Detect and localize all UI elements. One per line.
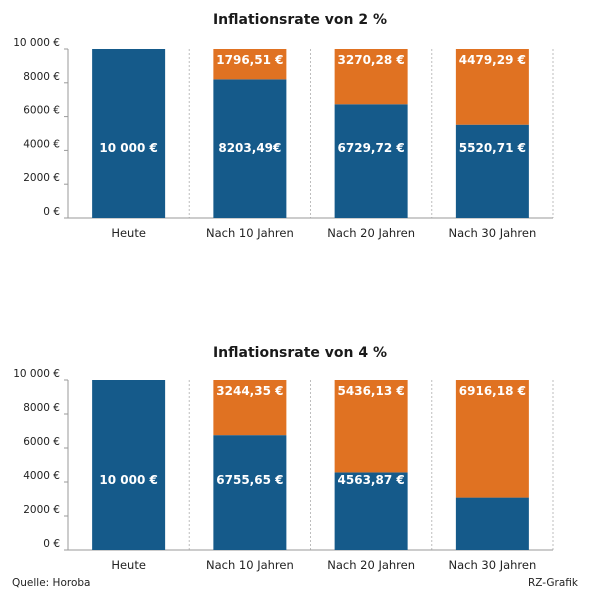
bar-label-real-value: 10 000 € <box>99 473 157 487</box>
bar-label-real-value: 6755,65 € <box>216 473 283 487</box>
bar-real-value <box>92 49 166 218</box>
x-tick-label: Nach 20 Jahren <box>327 226 415 240</box>
bar-inflation-loss <box>334 49 408 105</box>
x-tick-label: Nach 10 Jahren <box>206 558 294 572</box>
bar-label-inflation-loss: 3244,35 € <box>216 384 283 398</box>
chart-title: Inflationsrate von 4 % <box>213 345 387 361</box>
bar-label-real-value: 8203,49€ <box>218 141 281 155</box>
x-tick-label: Heute <box>111 558 146 572</box>
bar-label-inflation-loss: 4479,29 € <box>459 53 526 67</box>
bar-label-inflation-loss: 3270,28 € <box>338 53 405 67</box>
bar-label-real-value: 6729,72 € <box>338 141 405 155</box>
x-tick-label: Nach 20 Jahren <box>327 558 415 572</box>
bar-real-value <box>213 435 287 550</box>
x-tick-label: Nach 30 Jahren <box>448 558 536 572</box>
y-tick-label: 0 € <box>43 538 60 550</box>
y-tick-label: 8000 € <box>23 71 60 83</box>
graphic-credit: RZ-Grafik <box>527 577 578 589</box>
y-tick-label: 8000 € <box>23 402 60 414</box>
bar-real-value <box>213 79 287 218</box>
bar-inflation-loss <box>334 380 408 473</box>
bar-inflation-loss <box>213 49 287 80</box>
x-tick-label: Nach 10 Jahren <box>206 226 294 240</box>
source-note: Quelle: Horoba <box>12 577 91 589</box>
x-tick-label: Nach 30 Jahren <box>448 226 536 240</box>
y-tick-label: 0 € <box>43 206 60 218</box>
y-tick-label: 10 000 € <box>13 368 60 380</box>
bar-label-inflation-loss: 6916,18 € <box>459 384 526 398</box>
bar-real-value <box>455 124 529 218</box>
y-tick-label: 2000 € <box>23 172 60 184</box>
bar-inflation-loss <box>213 380 287 436</box>
bar-label-inflation-loss: 5436,13 € <box>338 384 405 398</box>
bar-label-real-value: 10 000 € <box>99 141 157 155</box>
bar-real-value <box>92 380 166 550</box>
y-tick-label: 10 000 € <box>13 37 60 49</box>
bar-inflation-loss <box>455 380 529 498</box>
bar-inflation-loss <box>455 49 529 125</box>
y-tick-label: 4000 € <box>23 138 60 150</box>
bar-real-value <box>455 497 529 550</box>
chart-1: Inflationsrate von 2 % 0 € 2000 € 4000 € 600… <box>13 12 554 240</box>
bar-label-real-value: 4563,87 € <box>338 473 405 487</box>
chart-title: Inflationsrate von 2 % <box>213 12 387 28</box>
x-tick-label: Heute <box>111 226 146 240</box>
y-tick-label: 2000 € <box>23 504 60 516</box>
chart-2: Inflationsrate von 4 % 0 € 2000 € 4000 € 600… <box>13 345 554 572</box>
y-tick-label: 6000 € <box>23 105 60 117</box>
y-tick-label: 6000 € <box>23 436 60 448</box>
bar-real-value <box>334 472 408 550</box>
bar-label-inflation-loss: 1796,51 € <box>216 53 283 67</box>
y-tick-label: 4000 € <box>23 470 60 482</box>
bar-real-value <box>334 104 408 218</box>
bar-label-real-value: 5520,71 € <box>459 141 526 155</box>
